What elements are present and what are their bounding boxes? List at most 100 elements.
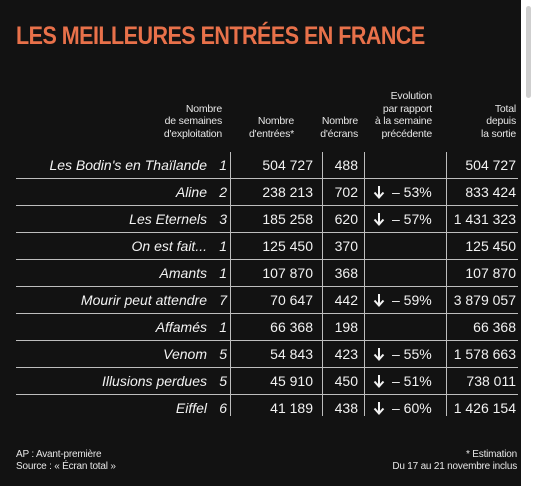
header-evolution: Evolution par rapport à la semaine précé…: [366, 78, 432, 140]
evolution-value: – 57%: [392, 211, 432, 227]
screens-cell: 450: [334, 373, 358, 389]
table-row: Les Bodin's en Thaïlande 1 504 727 488 504 7…: [16, 152, 518, 179]
footer-period: * Estimation Du 17 au 21 novembre inclus: [392, 449, 517, 473]
footer-note: AP : Avant-première: [16, 449, 102, 460]
evolution-cell: [368, 314, 446, 340]
total-cell: 125 450: [465, 238, 516, 254]
screens-cell: 423: [334, 346, 358, 362]
total-cell: 833 424: [465, 184, 516, 200]
evolution-value: – 55%: [392, 346, 432, 362]
footer-note: * Estimation: [466, 449, 517, 460]
evolution-cell: – 53%: [368, 179, 446, 205]
weeks-cell: 6: [219, 400, 227, 416]
table-row: Les Eternels 3 185 258 620 1 431 323 – 57%: [16, 206, 518, 233]
evolution-value: – 53%: [392, 184, 432, 200]
entries-cell: 70 647: [270, 292, 313, 308]
total-cell: 1 431 323: [453, 211, 516, 227]
screens-cell: 620: [334, 211, 358, 227]
entries-cell: 66 368: [270, 319, 313, 335]
entries-cell: 107 870: [262, 265, 313, 281]
film-title: Illusions perdues: [101, 373, 207, 389]
arrow-down-icon: [373, 375, 385, 388]
column-divider: [322, 152, 323, 416]
weeks-cell: 7: [219, 292, 227, 308]
header-evolution-line: précédente: [381, 127, 432, 140]
header-weeks: Nombre de semaines d'exploitation: [150, 78, 222, 140]
footer-note: Du 17 au 21 novembre inclus: [392, 461, 517, 472]
screens-cell: 368: [334, 265, 358, 281]
weeks-cell: 5: [219, 373, 227, 389]
header-weeks-line: de semaines: [164, 115, 223, 127]
film-title: On est fait...: [131, 238, 207, 254]
entries-cell: 125 450: [262, 238, 313, 254]
header-screens-line: Nombre: [321, 115, 358, 127]
weeks-cell: 1: [219, 157, 227, 173]
film-title: Aline: [175, 184, 207, 200]
footer-note: Source : « Écran total »: [16, 461, 116, 472]
header-evolution-line: Evolution: [390, 90, 433, 102]
film-title: Eiffel: [175, 400, 207, 416]
evolution-cell: – 60%: [368, 395, 446, 421]
film-title: Mourir peut attendre: [80, 292, 207, 308]
evolution-cell: – 57%: [368, 206, 446, 232]
header-evolution-line: par rapport: [382, 102, 432, 115]
weeks-cell: 1: [219, 238, 227, 254]
total-cell: 107 870: [465, 265, 516, 281]
screens-cell: 488: [334, 157, 358, 173]
total-cell: 1 578 663: [453, 346, 516, 362]
header-weeks-line: d'exploitation: [163, 127, 222, 140]
evolution-cell: [368, 260, 446, 286]
header-entries: Nombre d'entrées*: [234, 78, 294, 140]
evolution-cell: – 59%: [368, 287, 446, 313]
total-cell: 3 879 057: [453, 292, 516, 308]
entries-cell: 54 843: [270, 346, 313, 362]
screens-cell: 370: [334, 238, 358, 254]
table-row: On est fait... 1 125 450 370 125 450: [16, 233, 518, 260]
total-cell: 504 727: [465, 157, 516, 173]
film-title: Les Eternels: [129, 211, 207, 227]
screens-cell: 198: [334, 319, 358, 335]
page-title: LES MEILLEURES ENTRÉES EN FRANCE: [16, 22, 425, 50]
table-row: Illusions perdues 5 45 910 450 738 011 – 51%: [16, 368, 518, 395]
table-row: Amants 1 107 870 368 107 870: [16, 260, 518, 287]
table-row: Venom 5 54 843 423 1 578 663 – 55%: [16, 341, 518, 368]
weeks-cell: 3: [219, 211, 227, 227]
table-row: Aline 2 238 213 702 833 424 – 53%: [16, 179, 518, 206]
weeks-cell: 2: [219, 184, 227, 200]
weeks-cell: 5: [219, 346, 227, 362]
evolution-cell: – 51%: [368, 368, 446, 394]
evolution-value: – 51%: [392, 373, 432, 389]
weeks-cell: 1: [219, 319, 227, 335]
column-divider: [230, 152, 231, 416]
evolution-cell: [368, 152, 446, 178]
scrollbar-thumb[interactable]: [526, 6, 531, 98]
screens-cell: 702: [334, 184, 358, 200]
header-total: Total depuis la sortie: [456, 78, 516, 140]
total-cell: 1 426 154: [453, 400, 516, 416]
arrow-down-icon: [373, 186, 385, 199]
arrow-down-icon: [373, 294, 385, 307]
table-row: Eiffel 6 41 189 438 1 426 154 – 60%: [16, 395, 518, 421]
table-row: Mourir peut attendre 7 70 647 442 3 879 057 –…: [16, 287, 518, 314]
scrollbar-track[interactable]: [521, 0, 537, 486]
header-screens: Nombre d'écrans: [310, 78, 358, 140]
evolution-value: – 59%: [392, 292, 432, 308]
entries-cell: 504 727: [262, 157, 313, 173]
screens-cell: 438: [334, 400, 358, 416]
header-weeks-line: Nombre: [185, 102, 222, 115]
evolution-cell: – 55%: [368, 341, 446, 367]
evolution-value: – 60%: [392, 400, 432, 416]
total-cell: 66 368: [473, 319, 516, 335]
footer-notes: AP : Avant-première Source : « Écran tot…: [16, 449, 116, 473]
box-office-table: Les Bodin's en Thaïlande 1 504 727 488 504 7…: [16, 152, 518, 421]
header-total-line: Total: [494, 102, 516, 115]
weeks-cell: 1: [219, 265, 227, 281]
header-entries-line: Nombre: [257, 115, 294, 127]
arrow-down-icon: [373, 348, 385, 361]
table-row: Affamés 1 66 368 198 66 368: [16, 314, 518, 341]
header-screens-line: d'écrans: [320, 127, 358, 140]
film-title: Les Bodin's en Thaïlande: [49, 157, 207, 173]
arrow-down-icon: [373, 213, 385, 226]
column-divider: [364, 152, 365, 416]
entries-cell: 45 910: [270, 373, 313, 389]
